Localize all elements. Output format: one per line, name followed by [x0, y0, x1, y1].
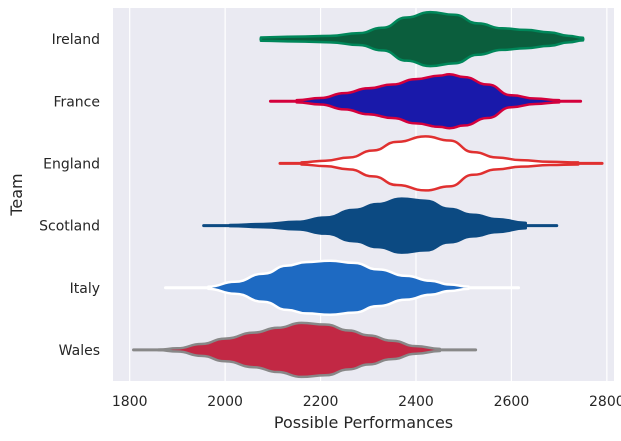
plot-background	[113, 8, 614, 381]
y-tick-italy: Italy	[70, 281, 100, 297]
y-tick-labels: Ireland France England Scotland Italy Wales	[39, 32, 100, 359]
violins	[132, 10, 604, 379]
y-tick-scotland: Scotland	[39, 219, 100, 235]
x-tick-2800: 2800	[589, 394, 621, 410]
x-tick-1800: 1800	[112, 394, 148, 410]
violin-wales	[157, 321, 442, 379]
x-axis-label: Possible Performances	[274, 413, 453, 432]
violin-england	[300, 135, 580, 192]
violin-scotland	[228, 197, 527, 254]
violin-france	[295, 73, 561, 130]
x-tick-2000: 2000	[207, 394, 243, 410]
x-tick-2200: 2200	[303, 394, 339, 410]
gridlines	[129, 8, 608, 381]
x-tick-labels: 1800 2000 2200 2400 2600 2800	[112, 394, 621, 410]
x-tick-2400: 2400	[398, 394, 434, 410]
y-tick-france: France	[53, 94, 100, 110]
violin-ireland	[259, 10, 585, 68]
y-axis-label: Team	[7, 173, 26, 216]
y-tick-england: England	[43, 156, 100, 172]
violin-italy	[207, 259, 470, 316]
y-tick-ireland: Ireland	[52, 32, 100, 48]
y-tick-wales: Wales	[59, 343, 100, 359]
x-tick-2600: 2600	[494, 394, 530, 410]
